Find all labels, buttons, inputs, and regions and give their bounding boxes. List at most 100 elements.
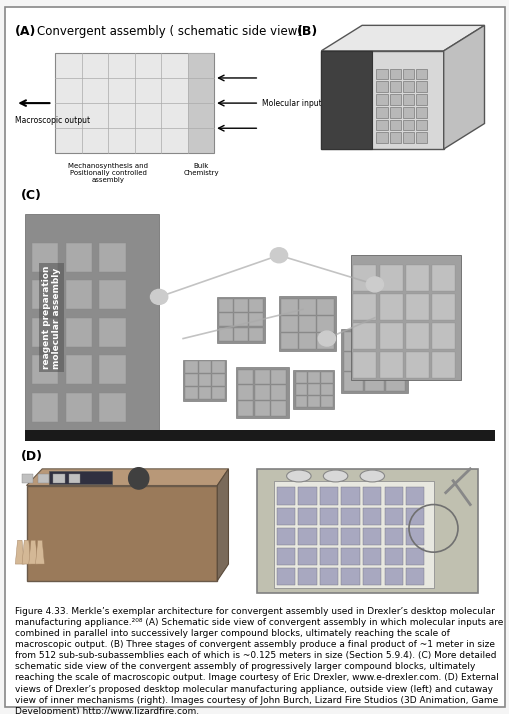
Bar	[432, 323, 455, 349]
Bar	[402, 94, 413, 105]
Polygon shape	[25, 430, 494, 441]
Bar	[271, 401, 286, 416]
Text: (B): (B)	[296, 26, 318, 39]
Bar	[405, 265, 428, 291]
Bar	[319, 548, 337, 565]
Bar	[99, 318, 125, 347]
Bar	[376, 132, 387, 143]
Bar	[212, 374, 224, 386]
Bar	[278, 296, 336, 351]
Bar	[219, 313, 232, 326]
Bar	[295, 372, 307, 383]
Bar	[321, 372, 332, 383]
Circle shape	[150, 289, 167, 304]
Bar	[276, 528, 295, 545]
Bar	[257, 469, 476, 593]
Bar	[376, 94, 387, 105]
Polygon shape	[26, 469, 228, 486]
Bar	[187, 53, 214, 154]
Bar	[385, 352, 404, 371]
Bar	[199, 387, 211, 399]
Bar	[308, 396, 320, 407]
Bar	[53, 473, 65, 483]
Polygon shape	[15, 540, 24, 564]
Bar	[385, 372, 404, 391]
Bar	[248, 299, 262, 312]
Bar	[402, 119, 413, 131]
Bar	[308, 384, 320, 395]
Bar	[22, 473, 33, 483]
Bar	[402, 81, 413, 92]
Bar	[384, 488, 402, 505]
Text: Molecular inputs: Molecular inputs	[262, 99, 325, 108]
Bar	[317, 333, 333, 349]
Bar	[212, 361, 224, 373]
Bar	[185, 387, 197, 399]
Bar	[353, 294, 376, 320]
Bar	[212, 387, 224, 399]
Bar	[389, 69, 400, 79]
Bar	[254, 401, 269, 416]
Bar	[389, 107, 400, 118]
Bar	[376, 69, 387, 79]
Bar	[234, 299, 247, 312]
Bar	[235, 367, 288, 418]
Circle shape	[318, 331, 335, 346]
Bar	[69, 473, 80, 483]
Bar	[415, 107, 427, 118]
Ellipse shape	[359, 470, 384, 482]
Bar	[66, 280, 92, 309]
Bar	[321, 51, 372, 149]
Polygon shape	[321, 51, 443, 149]
Bar	[238, 401, 253, 416]
Bar	[353, 323, 376, 349]
Bar	[415, 69, 427, 79]
Bar	[364, 332, 383, 351]
Bar	[415, 119, 427, 131]
Bar	[405, 528, 423, 545]
Bar	[183, 360, 226, 401]
Circle shape	[128, 468, 149, 489]
Polygon shape	[217, 469, 228, 580]
Bar	[405, 508, 423, 525]
Bar	[405, 352, 428, 378]
Bar	[362, 488, 381, 505]
Bar	[362, 508, 381, 525]
Bar	[219, 328, 232, 341]
Bar	[362, 548, 381, 565]
Bar	[384, 528, 402, 545]
Bar	[319, 508, 337, 525]
Bar	[384, 548, 402, 565]
Bar	[379, 265, 402, 291]
Bar	[248, 313, 262, 326]
Bar	[389, 119, 400, 131]
Circle shape	[270, 248, 287, 263]
Bar	[389, 81, 400, 92]
Bar	[99, 356, 125, 384]
Text: (C): (C)	[20, 189, 41, 202]
Bar	[298, 488, 316, 505]
Bar	[248, 328, 262, 341]
Bar	[32, 318, 59, 347]
Bar	[341, 508, 359, 525]
Bar	[415, 94, 427, 105]
Bar	[271, 386, 286, 400]
Bar	[432, 294, 455, 320]
Bar	[362, 528, 381, 545]
Bar	[298, 508, 316, 525]
Bar	[317, 316, 333, 332]
Bar	[254, 386, 269, 400]
Bar	[343, 372, 362, 391]
Bar	[281, 316, 297, 332]
Bar	[343, 332, 362, 351]
Bar	[32, 243, 59, 272]
Polygon shape	[321, 26, 484, 51]
Bar	[295, 384, 307, 395]
Bar	[402, 107, 413, 118]
Bar	[234, 313, 247, 326]
Bar	[238, 386, 253, 400]
Bar	[199, 361, 211, 373]
Text: reagent preparation
molecular assembly: reagent preparation molecular assembly	[42, 266, 61, 369]
Bar	[405, 323, 428, 349]
Bar	[321, 384, 332, 395]
